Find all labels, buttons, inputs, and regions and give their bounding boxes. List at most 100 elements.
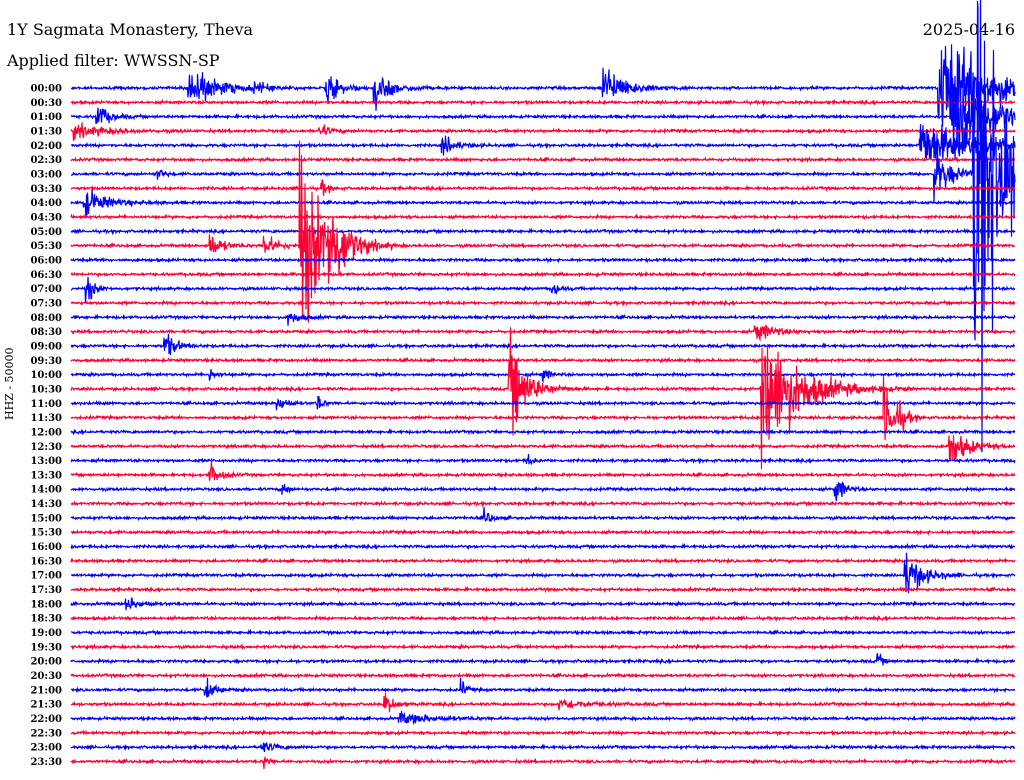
trace-line [70, 140, 1016, 323]
time-label: 06:00 [30, 255, 62, 266]
trace-line [70, 122, 1016, 141]
time-label: 05:00 [30, 227, 62, 238]
trace-line [70, 614, 1016, 623]
time-label: 18:00 [30, 599, 62, 610]
time-label: 14:30 [30, 499, 62, 510]
time-label: 17:30 [30, 585, 62, 596]
time-label: 18:30 [30, 614, 62, 625]
trace-line [70, 653, 1016, 666]
trace-line [71, 376, 1016, 441]
trace-line [70, 677, 1016, 698]
time-label: 09:30 [30, 356, 62, 367]
time-label: 03:00 [30, 169, 62, 180]
time-label: 21:30 [30, 700, 62, 711]
trace-line [70, 643, 1015, 651]
trace-line [70, 742, 1016, 753]
trace-line [70, 552, 1016, 594]
time-label: 00:30 [30, 98, 62, 109]
trace-line [70, 557, 1016, 565]
time-label: 22:00 [30, 714, 62, 725]
trace-line [70, 395, 1016, 411]
time-label: 07:30 [30, 298, 62, 309]
trace-line [70, 693, 1016, 713]
time-label: 17:00 [30, 571, 62, 582]
station-title: 1Y Sagmata Monastery, Theva [7, 20, 254, 39]
trace-line [70, 44, 1016, 128]
time-label: 04:30 [30, 212, 62, 223]
time-label: 15:30 [30, 528, 62, 539]
time-label: 14:00 [30, 485, 62, 496]
trace-line [70, 506, 1016, 523]
time-label: 02:00 [30, 141, 62, 152]
trace-line [70, 189, 1016, 219]
time-label: 00:00 [30, 84, 62, 95]
time-label: 13:30 [30, 470, 62, 481]
time-label: 03:30 [30, 184, 62, 195]
trace-line [70, 542, 1016, 551]
trace-line [70, 327, 1016, 470]
trace-line [70, 499, 1016, 508]
time-label: 23:30 [30, 757, 62, 768]
trace-line [70, 435, 1016, 463]
time-label: 08:00 [30, 313, 62, 324]
trace-line [70, 179, 1016, 196]
time-label: 02:30 [30, 155, 62, 166]
trace-line [70, 324, 1016, 342]
time-label: 07:00 [30, 284, 62, 295]
time-label: 15:00 [30, 513, 62, 524]
time-label: 12:00 [30, 427, 62, 438]
trace-line [70, 312, 1016, 326]
time-label: 10:00 [30, 370, 62, 381]
trace-line [70, 597, 1016, 611]
trace-line [70, 98, 1016, 107]
trace-line [70, 369, 1016, 384]
trace-line [70, 528, 1016, 537]
filter-label: Applied filter: WWSSN-SP [7, 51, 220, 70]
trace-line [70, 299, 1016, 307]
time-label: 11:30 [30, 413, 62, 424]
time-label: 08:30 [30, 327, 62, 338]
time-label: 06:30 [30, 270, 62, 281]
trace-line [70, 460, 1016, 481]
trace-line [70, 213, 1016, 221]
trace-line [70, 73, 1016, 157]
trace-line [70, 755, 1016, 770]
trace-line [70, 333, 1016, 356]
trace-line [70, 356, 1016, 364]
time-label: 05:30 [30, 241, 62, 252]
trace-line [70, 729, 1016, 737]
time-label: 19:30 [30, 642, 62, 653]
time-label: 23:00 [30, 743, 62, 754]
trace-line [70, 671, 1016, 680]
time-label: 19:00 [30, 628, 62, 639]
trace-line [70, 628, 1016, 637]
time-label: 04:00 [30, 198, 62, 209]
trace-line [70, 585, 1016, 594]
trace-line [70, 256, 1016, 264]
trace-line [70, 270, 1016, 279]
trace-line [71, 124, 1016, 161]
time-label: 13:00 [30, 456, 62, 467]
time-label: 01:00 [30, 112, 62, 123]
time-label: 16:00 [30, 542, 62, 553]
date-label: 2025-04-16 [922, 20, 1015, 39]
time-label: 20:00 [30, 657, 62, 668]
trace-line [70, 276, 1016, 303]
time-label: 11:00 [30, 399, 62, 410]
time-label: 10:30 [30, 384, 62, 395]
time-label: 21:00 [30, 685, 62, 696]
time-label: 09:00 [30, 341, 62, 352]
time-label: 22:30 [30, 728, 62, 739]
time-label: 01:30 [30, 126, 62, 137]
trace-line [70, 453, 1016, 465]
trace-line [70, 428, 1016, 436]
time-label: 16:30 [30, 556, 62, 567]
time-label: 12:30 [30, 442, 62, 453]
trace-line [70, 227, 1016, 236]
trace-line [70, 710, 1016, 726]
time-label: 20:30 [30, 671, 62, 682]
trace-line [70, 481, 1016, 502]
trace-line [70, 155, 1016, 164]
